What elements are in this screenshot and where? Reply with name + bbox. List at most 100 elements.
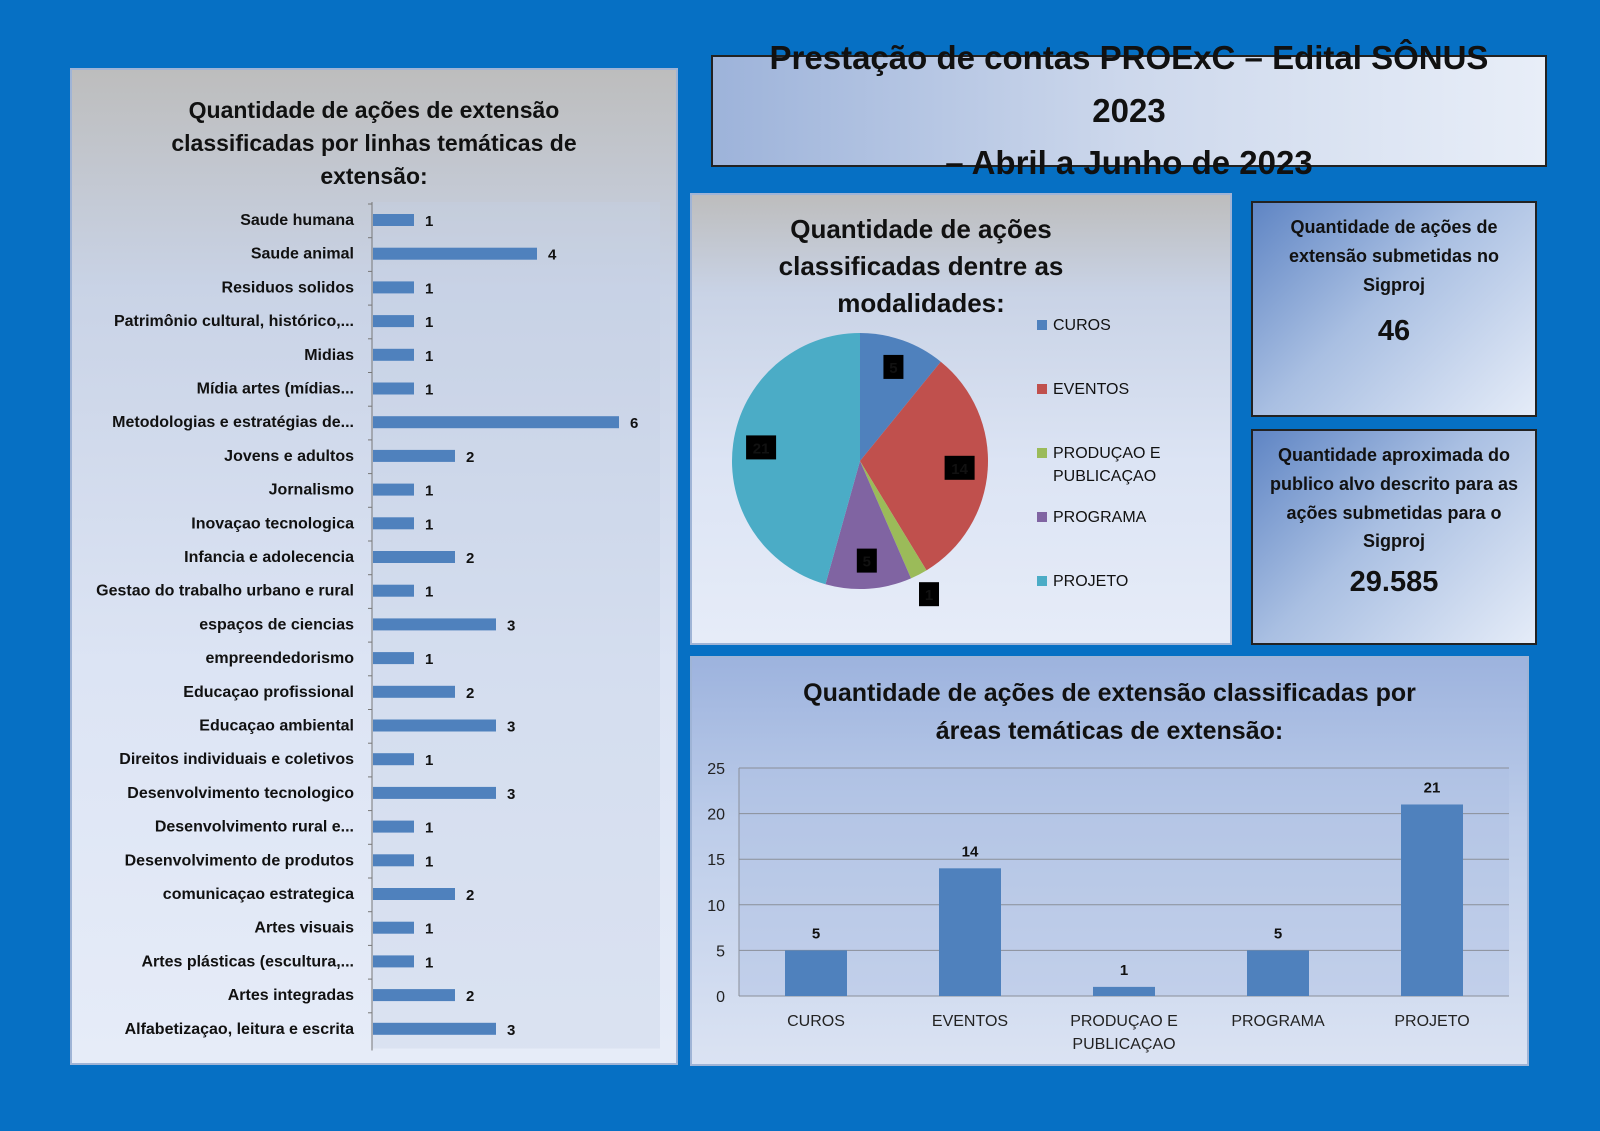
title-line: Quantidade de ações	[790, 214, 1052, 244]
data-label: 1	[425, 314, 433, 331]
category-label: Inovaçao tecnologica	[191, 515, 354, 532]
data-label: 2	[466, 550, 474, 567]
category-label: Artes visuais	[254, 920, 354, 937]
bar	[373, 551, 455, 563]
data-label: 1	[1120, 962, 1128, 979]
data-label: 1	[425, 516, 433, 533]
pie-slice	[860, 361, 988, 571]
data-label: 3	[507, 617, 515, 634]
bar	[373, 416, 619, 429]
data-label: 5	[1274, 925, 1282, 942]
category-label: Saude humana	[240, 212, 354, 229]
data-label: 21	[1424, 779, 1441, 796]
target-audience-box: Quantidade aproximada do publico alvo de…	[1251, 429, 1537, 645]
y-tick-label: 5	[716, 943, 725, 960]
category-label: Infancia e adolecencia	[184, 549, 354, 566]
data-label: 1	[425, 921, 433, 938]
data-label-box	[883, 354, 904, 379]
x-tick-label: EVENTOS	[932, 1013, 1008, 1030]
data-label: 1	[425, 954, 433, 971]
data-label-box	[856, 548, 877, 573]
title-line: Quantidade de ações de extensão classifi…	[803, 679, 1416, 707]
data-label: 1	[425, 853, 433, 870]
category-label: Educaçao profissional	[183, 684, 354, 701]
bar	[373, 685, 455, 698]
data-label: 1	[425, 280, 433, 297]
data-label: 1	[425, 820, 433, 837]
bar	[373, 618, 496, 631]
category-label: Jornalismo	[269, 482, 355, 499]
data-label-box	[944, 455, 975, 480]
data-label: 4	[548, 247, 557, 264]
bar	[373, 719, 496, 732]
category-label: Desenvolvimento tecnologico	[127, 785, 354, 802]
label-line: Quantidade aproximada do	[1277, 445, 1511, 465]
title-line: modalidades:	[837, 288, 1005, 318]
submitted-actions-value: 46	[1377, 315, 1411, 348]
legend-label: PRODUÇAO E	[1053, 445, 1161, 462]
data-label: 14	[962, 843, 979, 860]
bar	[785, 950, 847, 996]
bar	[373, 247, 537, 260]
bar	[373, 214, 414, 226]
bar	[373, 449, 455, 462]
modalities-pie-chart: 5 14 1 5 21 CUROS EVENTOS PRODUÇAO E PUBLICAÇAO P…	[731, 317, 1161, 607]
submitted-actions-box: Quantidade de ações de extensão submetid…	[1251, 201, 1537, 417]
title-line: extensão:	[320, 163, 428, 189]
x-tick-label: PROGRAMA	[1231, 1013, 1325, 1030]
category-label: comunicaçao estrategica	[163, 886, 354, 903]
bar	[373, 517, 414, 530]
bar	[373, 989, 455, 1002]
bar	[373, 786, 496, 799]
target-audience-value: 29.585	[1349, 566, 1439, 599]
thematic-lines-title: Quantidade de ações de extensão classifi…	[72, 94, 676, 193]
bar	[373, 921, 414, 934]
data-label: 2	[466, 988, 474, 1005]
data-label: 6	[630, 415, 638, 432]
legend-swatch	[1037, 448, 1047, 458]
data-label: 3	[507, 1022, 515, 1039]
y-tick-label: 15	[707, 852, 725, 869]
legend-label: PROJETO	[1053, 573, 1128, 590]
plot-area	[739, 768, 1509, 996]
thematic-lines-bar-chart: Saude humana 1 Saude animal 4 Residuos solid…	[96, 202, 660, 1051]
data-label: 2	[466, 685, 474, 702]
bar	[373, 652, 414, 665]
modalities-title: Quantidade de ações classificadas dentre…	[692, 211, 1150, 322]
data-label: 14	[951, 461, 968, 478]
legend-swatch	[1037, 576, 1047, 586]
legend-label: CUROS	[1053, 317, 1111, 334]
pie-slice	[860, 333, 941, 461]
category-label: Residuos solidos	[222, 279, 355, 296]
legend-swatch	[1037, 320, 1047, 330]
data-label: 3	[507, 786, 515, 803]
legend-swatch	[1037, 384, 1047, 394]
bar	[1247, 950, 1309, 996]
bar	[373, 315, 414, 328]
bar	[373, 1022, 496, 1035]
legend-label: PROGRAMA	[1053, 509, 1147, 526]
label-line: Quantidade de ações de	[1290, 217, 1498, 237]
thematic-areas-bar-chart: 0 5 10 15 20 25 5 CUROS 14 EVENTOS 1 PRODUÇAO E PUBL…	[707, 761, 1509, 1053]
category-label: Gestao do trabalho urbano e rural	[96, 583, 354, 600]
category-label: Metodologias e estratégias de...	[112, 414, 354, 431]
data-label-box	[919, 582, 940, 607]
legend-label: EVENTOS	[1053, 381, 1129, 398]
thematic-areas-panel: Quantidade de ações de extensão classifi…	[690, 656, 1529, 1066]
x-tick-label: PUBLICAÇAO	[1072, 1036, 1175, 1053]
category-label: Saude animal	[251, 246, 354, 263]
data-label: 1	[425, 651, 433, 668]
data-label: 2	[466, 449, 474, 466]
category-label: Jovens e adultos	[224, 448, 354, 465]
submitted-actions-label: Quantidade de ações de extensão submetid…	[1253, 213, 1535, 299]
bar	[1093, 986, 1155, 996]
data-label: 1	[425, 382, 433, 399]
pie-slice	[731, 333, 860, 585]
label-line: Sigproj	[1363, 531, 1425, 552]
category-label: Desenvolvimento rural e...	[155, 819, 354, 836]
data-label: 1	[425, 584, 433, 601]
pie-slice	[825, 461, 911, 589]
category-label: Alfabetizaçao, leitura e escrita	[125, 1021, 355, 1038]
thematic-lines-panel: Quantidade de ações de extensão classifi…	[70, 68, 678, 1065]
